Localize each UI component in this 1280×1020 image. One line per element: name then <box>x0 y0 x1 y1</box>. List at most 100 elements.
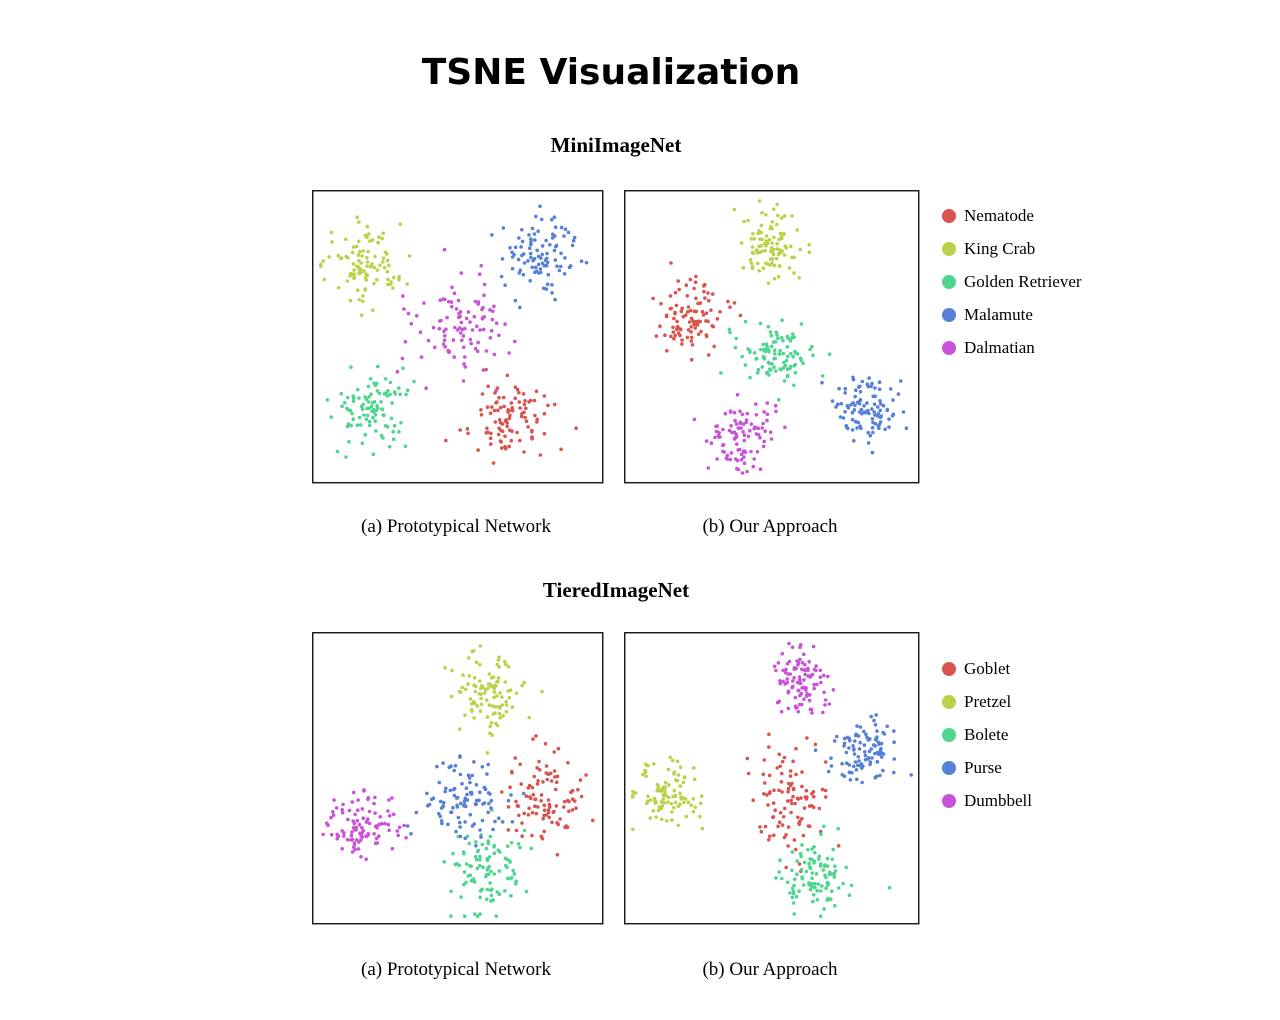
data-point <box>498 706 502 710</box>
data-point <box>868 433 873 438</box>
data-point <box>322 277 327 282</box>
data-point <box>444 327 448 331</box>
data-point <box>382 265 387 270</box>
data-point <box>670 758 675 763</box>
data-point <box>699 794 704 798</box>
data-point <box>372 832 376 836</box>
data-point <box>871 430 875 435</box>
data-point <box>367 232 371 236</box>
data-point <box>790 895 795 900</box>
data-point <box>772 348 777 352</box>
data-point <box>509 793 513 797</box>
data-point <box>689 316 694 321</box>
data-point <box>554 244 558 249</box>
data-point <box>781 668 785 673</box>
data-point <box>383 423 388 428</box>
legend-item: Golden Retriever <box>942 272 1082 292</box>
data-point <box>685 294 690 298</box>
data-point <box>742 433 747 438</box>
data-point <box>887 417 891 421</box>
data-point <box>506 798 511 803</box>
data-point <box>528 279 532 283</box>
data-point <box>792 883 796 888</box>
data-point <box>700 826 705 831</box>
data-point <box>788 774 793 778</box>
data-point <box>351 417 355 421</box>
data-point <box>796 709 800 714</box>
data-point <box>781 679 785 684</box>
data-point <box>814 664 818 668</box>
data-point <box>711 324 716 329</box>
data-point <box>386 389 390 393</box>
data-point <box>401 294 405 298</box>
data-point <box>531 793 536 797</box>
data-point <box>506 664 511 669</box>
data-point <box>348 274 352 278</box>
data-point <box>379 433 384 438</box>
data-point <box>356 798 360 802</box>
data-point <box>503 322 507 326</box>
data-point <box>847 746 851 750</box>
data-point <box>576 787 580 792</box>
data-point <box>360 407 365 411</box>
data-point <box>733 418 737 423</box>
data-point <box>426 338 431 343</box>
data-point <box>783 244 787 248</box>
plot-frame <box>312 190 604 484</box>
data-point <box>441 761 445 765</box>
data-point <box>792 838 797 842</box>
data-point <box>721 449 725 454</box>
data-point <box>446 299 451 304</box>
data-point <box>355 387 360 392</box>
data-point <box>663 333 667 337</box>
data-point <box>719 371 723 375</box>
data-point <box>812 859 817 864</box>
data-point <box>766 281 771 285</box>
data-point <box>563 227 568 232</box>
data-point <box>817 806 822 811</box>
data-point <box>557 268 562 273</box>
data-point <box>862 743 867 747</box>
data-point <box>802 697 806 701</box>
data-point <box>734 336 738 341</box>
data-point <box>745 756 750 761</box>
data-point <box>350 800 355 804</box>
data-point <box>498 715 502 720</box>
data-point <box>407 254 412 258</box>
data-point <box>704 311 709 315</box>
data-point <box>439 806 444 810</box>
data-point <box>759 223 764 228</box>
data-point <box>503 434 507 438</box>
data-point <box>520 412 524 416</box>
data-point <box>479 413 484 417</box>
data-point <box>482 293 486 297</box>
data-point <box>473 684 478 688</box>
data-point <box>763 248 767 253</box>
data-point <box>503 863 508 868</box>
data-point <box>706 319 710 324</box>
data-point <box>538 267 543 271</box>
data-point <box>351 245 356 249</box>
data-point <box>552 402 557 407</box>
data-point <box>695 323 700 327</box>
data-point <box>489 899 493 903</box>
data-point <box>349 838 353 842</box>
data-point <box>775 222 779 227</box>
data-point <box>385 394 390 398</box>
data-point <box>769 344 774 349</box>
data-point <box>852 439 856 443</box>
data-point <box>468 873 473 878</box>
data-point <box>778 858 782 862</box>
data-point <box>490 405 494 409</box>
data-point <box>793 801 797 806</box>
data-point <box>866 441 871 445</box>
data-point <box>798 693 802 698</box>
data-point <box>461 334 466 338</box>
data-point <box>749 422 754 426</box>
data-point <box>360 826 364 830</box>
data-point <box>490 317 495 322</box>
data-point <box>364 857 368 861</box>
data-point <box>758 321 763 326</box>
data-point <box>367 395 371 399</box>
data-point <box>811 790 816 794</box>
